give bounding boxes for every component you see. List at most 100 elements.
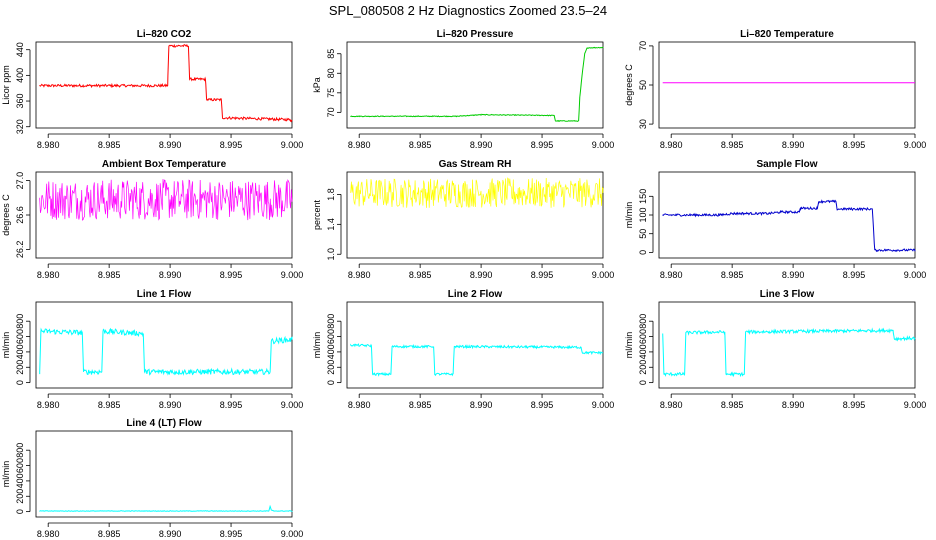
panel-title: Line 3 Flow: [760, 289, 815, 300]
y-tick-label: 400: [638, 344, 648, 359]
plot-frame: [658, 41, 916, 129]
panel-8: Line 2 Flow 8.980 8.985 8.990 8.995 9.000 0 200…: [312, 289, 614, 410]
x-tick-label: 8.985: [98, 140, 121, 150]
y-tick-label: 600: [15, 329, 25, 344]
x-tick-label: 8.995: [220, 270, 243, 280]
y-tick-label: 200: [15, 360, 25, 375]
x-tick-label: 8.985: [721, 400, 744, 410]
y-tick-label: 70: [326, 107, 336, 117]
x-tick-label: 8.995: [220, 140, 243, 150]
y-axis-label: ml/min: [312, 332, 322, 359]
x-tick-label: 9.000: [592, 140, 615, 150]
panel-5: Gas Stream RH 8.980 8.985 8.990 8.995 9.000 1.…: [312, 159, 614, 280]
x-tick-label: 8.990: [470, 140, 493, 150]
panel-title: Li–820 CO2: [137, 29, 192, 40]
panel-title: Ambient Box Temperature: [102, 159, 227, 170]
series-line: [350, 177, 604, 208]
x-tick-label: 9.000: [592, 270, 615, 280]
y-tick-label: 800: [326, 314, 336, 329]
y-tick-label: 70: [638, 41, 648, 51]
x-tick-label: 8.985: [721, 140, 744, 150]
x-tick-label: 8.990: [782, 400, 805, 410]
x-tick-label: 8.985: [409, 140, 432, 150]
y-tick-label: 400: [15, 344, 25, 359]
y-tick-label: 50: [638, 229, 648, 239]
panel-title: Li–820 Pressure: [437, 29, 514, 40]
x-tick-label: 9.000: [904, 140, 927, 150]
y-tick-label: 0: [15, 380, 25, 385]
x-tick-label: 8.995: [843, 400, 866, 410]
y-tick-label: 440: [15, 42, 25, 57]
y-axis-label: ml/min: [624, 332, 634, 359]
y-tick-label: 100: [638, 207, 648, 222]
panel-1: Li–820 CO2 8.980 8.985 8.990 8.995 9.000 320 36…: [1, 29, 303, 150]
plot-frame: [346, 301, 604, 389]
series-line: [39, 178, 293, 221]
plot-frame: [658, 171, 916, 259]
series-line: [39, 327, 293, 376]
x-tick-label: 9.000: [904, 400, 927, 410]
y-tick-label: 85: [326, 49, 336, 59]
y-tick-label: 26.2: [15, 241, 25, 259]
x-tick-label: 9.000: [904, 270, 927, 280]
y-tick-label: 200: [15, 489, 25, 504]
x-tick-label: 9.000: [281, 529, 304, 539]
y-tick-label: 360: [15, 94, 25, 109]
series-line: [350, 343, 604, 377]
plot-frame: [35, 171, 293, 259]
y-tick-label: 27.0: [15, 172, 25, 190]
y-tick-label: 200: [326, 360, 336, 375]
y-tick-label: 600: [638, 329, 648, 344]
y-axis-label: ml/min: [1, 461, 11, 488]
x-tick-label: 9.000: [281, 140, 304, 150]
y-tick-label: 75: [326, 88, 336, 98]
x-tick-label: 8.980: [37, 529, 60, 539]
panel-7: Line 1 Flow 8.980 8.985 8.990 8.995 9.000 0 200…: [1, 289, 303, 410]
y-axis-label: ml/min: [1, 332, 11, 359]
x-tick-label: 8.995: [843, 270, 866, 280]
y-axis-label: percent: [312, 199, 322, 230]
panel-title: Sample Flow: [756, 159, 817, 170]
x-tick-label: 9.000: [592, 400, 615, 410]
plot-frame: [35, 301, 293, 389]
x-tick-label: 8.990: [470, 400, 493, 410]
x-tick-label: 8.980: [348, 140, 371, 150]
y-tick-label: 0: [638, 380, 648, 385]
plot-frame: [346, 41, 604, 129]
x-tick-label: 8.980: [660, 400, 683, 410]
y-axis-label: ml/min: [624, 202, 634, 229]
y-tick-label: 26.6: [15, 206, 25, 224]
y-axis-label: degrees C: [624, 64, 634, 106]
panel-title: Line 2 Flow: [448, 289, 503, 300]
y-tick-label: 800: [15, 443, 25, 458]
panel-10: Line 4 (LT) Flow 8.980 8.985 8.990 8.995 9.00…: [1, 418, 303, 539]
y-axis-label: degrees C: [1, 194, 11, 236]
panel-4: Ambient Box Temperature 8.980 8.985 8.990 8.…: [1, 159, 303, 280]
y-tick-label: 400: [15, 473, 25, 488]
panel-title: Li–820 Temperature: [740, 29, 834, 40]
x-tick-label: 8.995: [531, 270, 554, 280]
x-tick-label: 8.980: [660, 140, 683, 150]
x-tick-label: 8.985: [98, 400, 121, 410]
x-tick-label: 8.985: [409, 400, 432, 410]
y-tick-label: 0: [638, 250, 648, 255]
y-tick-label: 150: [638, 189, 648, 204]
x-tick-label: 8.980: [348, 400, 371, 410]
y-tick-label: 800: [15, 314, 25, 329]
panel-title: Line 4 (LT) Flow: [126, 418, 202, 429]
panel-title: Gas Stream RH: [439, 159, 512, 170]
x-tick-label: 8.980: [37, 400, 60, 410]
x-tick-label: 8.985: [721, 270, 744, 280]
panel-title: Line 1 Flow: [137, 289, 192, 300]
figure-title: SPL_080508 2 Hz Diagnostics Zoomed 23.5–…: [329, 3, 607, 18]
y-tick-label: 0: [15, 509, 25, 514]
x-tick-label: 8.980: [348, 270, 371, 280]
series-line: [39, 504, 293, 512]
series-line: [39, 43, 293, 123]
plot-frame: [658, 301, 916, 389]
y-tick-label: 600: [326, 329, 336, 344]
plot-frame: [346, 171, 604, 259]
y-tick-label: 0: [326, 380, 336, 385]
x-tick-label: 8.980: [37, 140, 60, 150]
x-tick-label: 8.990: [782, 140, 805, 150]
